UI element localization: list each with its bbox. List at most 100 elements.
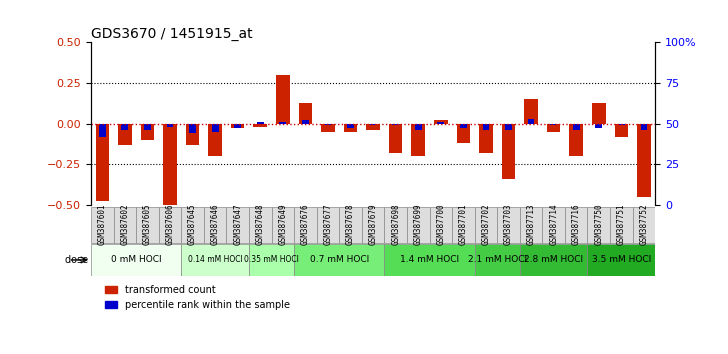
FancyBboxPatch shape bbox=[91, 244, 181, 276]
Bar bbox=[231, 124, 245, 129]
Bar bbox=[592, 103, 606, 124]
Bar bbox=[344, 124, 357, 132]
FancyBboxPatch shape bbox=[362, 207, 384, 242]
Text: 0.14 mM HOCl: 0.14 mM HOCl bbox=[188, 256, 242, 264]
Bar bbox=[479, 124, 493, 153]
Bar bbox=[186, 124, 199, 145]
Bar bbox=[502, 124, 515, 179]
FancyBboxPatch shape bbox=[475, 244, 520, 276]
Text: GSM387677: GSM387677 bbox=[323, 204, 333, 245]
Bar bbox=[347, 124, 354, 129]
FancyBboxPatch shape bbox=[384, 244, 475, 276]
Text: 2.8 mM HOCl: 2.8 mM HOCl bbox=[524, 256, 583, 264]
Bar bbox=[434, 120, 448, 124]
Bar bbox=[550, 124, 557, 125]
FancyBboxPatch shape bbox=[520, 207, 542, 242]
FancyBboxPatch shape bbox=[91, 207, 114, 242]
Text: GSM387679: GSM387679 bbox=[368, 204, 378, 245]
Text: GSM387713: GSM387713 bbox=[526, 204, 536, 245]
Bar bbox=[257, 122, 264, 124]
Text: 0.35 mM HOCl: 0.35 mM HOCl bbox=[244, 256, 299, 264]
Bar bbox=[456, 124, 470, 143]
FancyBboxPatch shape bbox=[520, 244, 587, 276]
Text: GSM387601: GSM387601 bbox=[98, 204, 107, 245]
Text: GSM387750: GSM387750 bbox=[594, 204, 604, 245]
Text: GSM387646: GSM387646 bbox=[210, 204, 220, 245]
Bar bbox=[641, 124, 647, 130]
FancyBboxPatch shape bbox=[430, 207, 452, 242]
Bar bbox=[298, 103, 312, 124]
Bar bbox=[637, 124, 651, 196]
Bar bbox=[280, 122, 286, 124]
FancyBboxPatch shape bbox=[542, 207, 565, 242]
Bar bbox=[321, 124, 335, 132]
FancyBboxPatch shape bbox=[136, 207, 159, 242]
FancyBboxPatch shape bbox=[497, 207, 520, 242]
Bar bbox=[460, 124, 467, 129]
Bar bbox=[569, 124, 583, 156]
FancyBboxPatch shape bbox=[226, 207, 249, 242]
Bar bbox=[618, 124, 625, 125]
Text: GSM387752: GSM387752 bbox=[639, 204, 649, 245]
Bar bbox=[325, 124, 331, 125]
Bar bbox=[95, 124, 109, 201]
Legend: transformed count, percentile rank within the sample: transformed count, percentile rank withi… bbox=[101, 281, 293, 314]
Bar bbox=[366, 124, 380, 130]
Bar bbox=[144, 124, 151, 130]
Text: GSM387605: GSM387605 bbox=[143, 204, 152, 245]
FancyBboxPatch shape bbox=[587, 244, 655, 276]
FancyBboxPatch shape bbox=[317, 207, 339, 242]
Bar bbox=[118, 124, 132, 145]
Bar bbox=[392, 124, 399, 125]
Text: 0 mM HOCl: 0 mM HOCl bbox=[111, 256, 162, 264]
Text: 2.1 mM HOCl: 2.1 mM HOCl bbox=[467, 256, 527, 264]
Text: GDS3670 / 1451915_at: GDS3670 / 1451915_at bbox=[91, 28, 253, 41]
FancyBboxPatch shape bbox=[294, 244, 384, 276]
Bar bbox=[302, 120, 309, 124]
Bar bbox=[524, 99, 538, 124]
FancyBboxPatch shape bbox=[204, 207, 226, 242]
Text: GSM387606: GSM387606 bbox=[165, 204, 175, 245]
Bar bbox=[438, 122, 444, 124]
Bar bbox=[212, 124, 218, 132]
Text: GSM387678: GSM387678 bbox=[346, 204, 355, 245]
Bar bbox=[253, 124, 267, 127]
Text: GSM387676: GSM387676 bbox=[301, 204, 310, 245]
FancyBboxPatch shape bbox=[587, 207, 610, 242]
Text: GSM387716: GSM387716 bbox=[571, 204, 581, 245]
Bar bbox=[528, 119, 534, 124]
Bar bbox=[573, 124, 579, 130]
Text: GSM387751: GSM387751 bbox=[617, 204, 626, 245]
Bar bbox=[141, 124, 154, 140]
Bar bbox=[122, 124, 128, 130]
Bar bbox=[389, 124, 403, 153]
FancyBboxPatch shape bbox=[181, 207, 204, 242]
FancyBboxPatch shape bbox=[249, 244, 294, 276]
Text: GSM387701: GSM387701 bbox=[459, 204, 468, 245]
FancyBboxPatch shape bbox=[114, 207, 136, 242]
Bar bbox=[547, 124, 561, 132]
Text: GSM387703: GSM387703 bbox=[504, 204, 513, 245]
Text: GSM387649: GSM387649 bbox=[278, 204, 288, 245]
FancyBboxPatch shape bbox=[384, 207, 407, 242]
FancyBboxPatch shape bbox=[565, 207, 587, 242]
FancyBboxPatch shape bbox=[610, 207, 633, 242]
Bar bbox=[167, 124, 173, 127]
Text: 0.7 mM HOCl: 0.7 mM HOCl bbox=[309, 256, 369, 264]
Bar bbox=[483, 124, 489, 130]
FancyBboxPatch shape bbox=[294, 207, 317, 242]
Bar bbox=[370, 124, 376, 125]
Bar bbox=[596, 124, 602, 129]
Bar bbox=[234, 124, 241, 129]
Text: GSM387698: GSM387698 bbox=[391, 204, 400, 245]
Text: GSM387700: GSM387700 bbox=[436, 204, 446, 245]
Text: GSM387602: GSM387602 bbox=[120, 204, 130, 245]
Bar bbox=[415, 124, 422, 130]
Bar bbox=[276, 75, 290, 124]
Text: GSM387647: GSM387647 bbox=[233, 204, 242, 245]
Text: 1.4 mM HOCl: 1.4 mM HOCl bbox=[400, 256, 459, 264]
Bar bbox=[99, 124, 106, 137]
Text: GSM387714: GSM387714 bbox=[549, 204, 558, 245]
FancyBboxPatch shape bbox=[452, 207, 475, 242]
Text: GSM387645: GSM387645 bbox=[188, 204, 197, 245]
